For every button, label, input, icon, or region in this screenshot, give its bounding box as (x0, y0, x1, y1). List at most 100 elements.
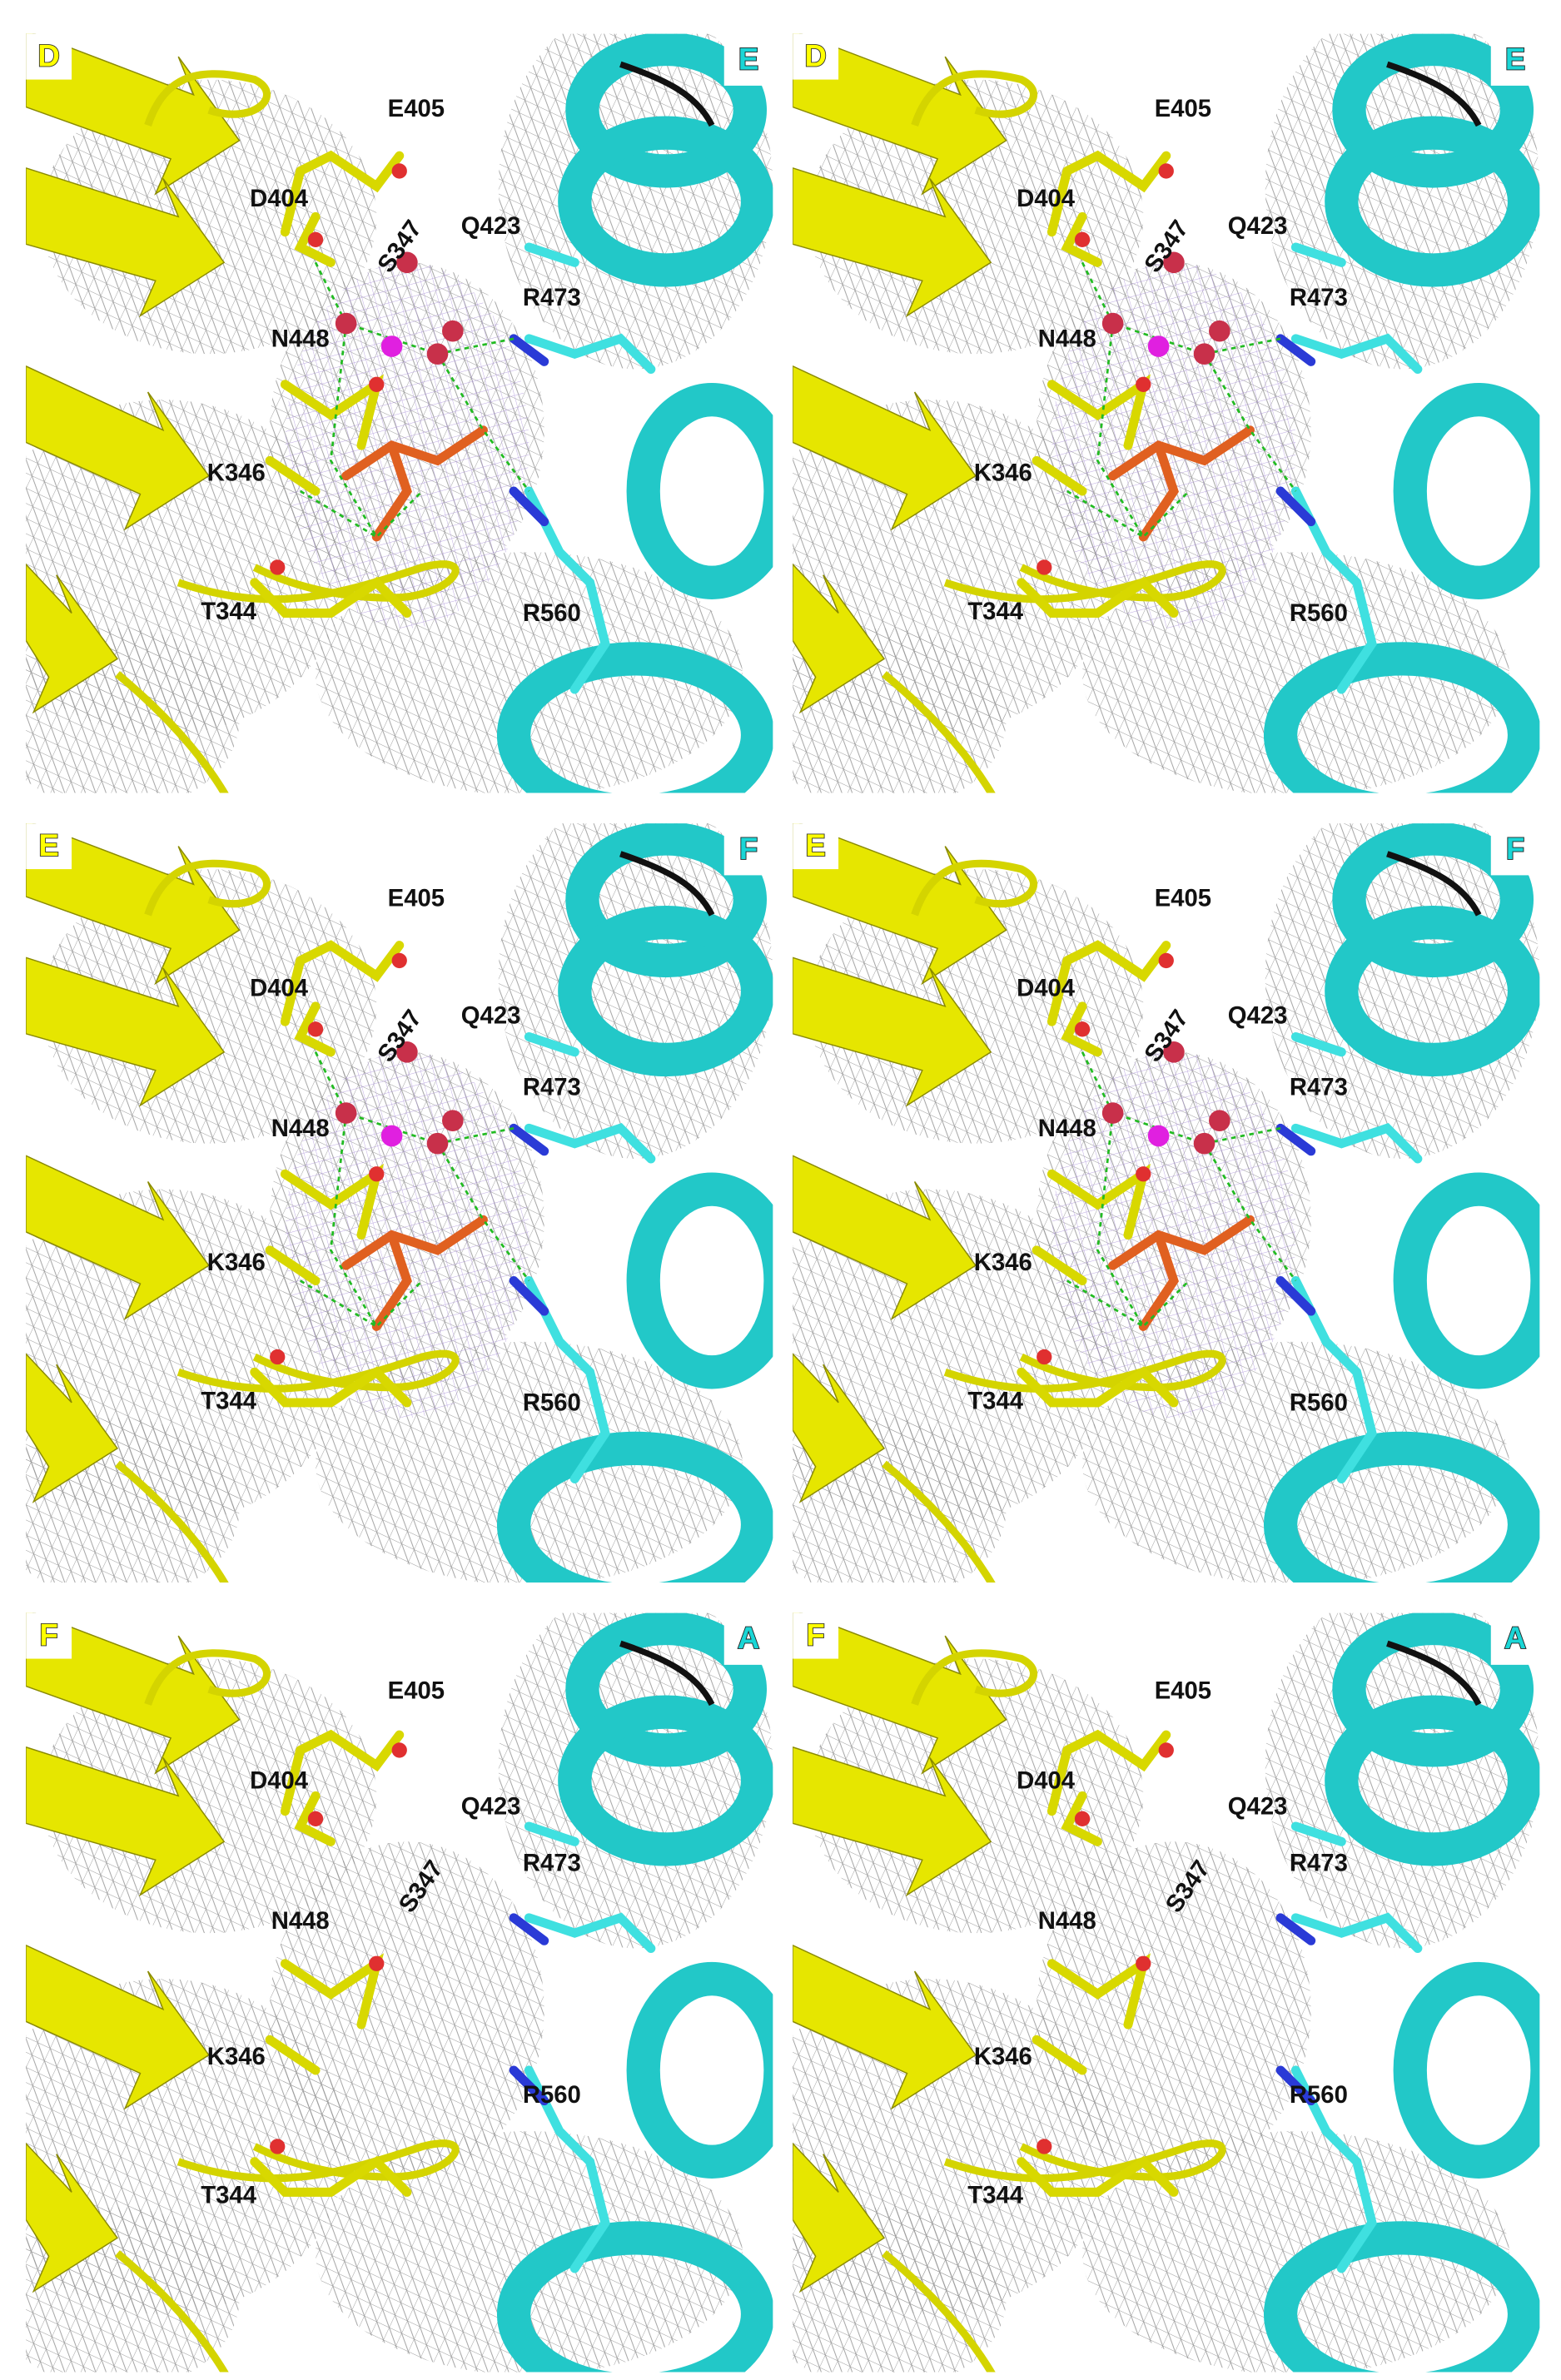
oxygen (369, 376, 385, 392)
helix (626, 1172, 773, 1389)
chain-label: E (738, 42, 758, 76)
side-chain (524, 242, 656, 694)
ligand (1108, 425, 1255, 542)
water (396, 1041, 418, 1063)
helix (1263, 642, 1540, 793)
chain-label-box (26, 33, 72, 80)
density-mesh (316, 2131, 743, 2373)
residue-label: N448 (1038, 1907, 1096, 1935)
residue-label: R560 (1290, 1389, 1348, 1416)
helix (626, 1961, 773, 2179)
residue-label: E405 (1155, 95, 1211, 122)
beta-strand (26, 167, 226, 318)
residue-label: N448 (271, 1907, 330, 1935)
water (442, 320, 464, 342)
helix (1263, 2221, 1540, 2373)
helix (558, 906, 773, 1077)
residue-label: T344 (201, 1388, 256, 1415)
helix (1332, 823, 1534, 978)
residue-label: E405 (1155, 1677, 1211, 1705)
coil (911, 1649, 1037, 1706)
residue-label: T344 (967, 1388, 1023, 1415)
density-mesh (270, 1841, 544, 2178)
beta-strand (793, 33, 1007, 196)
oxygen (307, 1811, 324, 1826)
coil (144, 859, 271, 917)
beta-strand (26, 823, 241, 986)
oxygen (1136, 376, 1151, 392)
helix (1393, 1961, 1540, 2179)
oxygen (1158, 1742, 1174, 1758)
residue-label: R473 (523, 1073, 581, 1101)
density-mesh (1037, 1841, 1311, 2178)
residue-label: R560 (1290, 2081, 1348, 2109)
water (335, 1102, 357, 1124)
chain-label-box (793, 33, 839, 80)
water (335, 312, 357, 335)
helix (565, 1612, 767, 1767)
side-chain (1017, 1729, 1179, 2197)
helix-edge (619, 61, 715, 127)
residue-label: R560 (523, 599, 581, 627)
chain-label-box (1490, 33, 1540, 86)
oxygen (307, 231, 324, 247)
beta-strand (793, 1612, 1007, 1775)
helix-edge (619, 1640, 715, 1707)
residue-label: Q423 (1228, 1001, 1288, 1029)
density-mesh (41, 79, 377, 355)
coil (911, 859, 1037, 917)
helix (558, 1695, 773, 1866)
chain-label: E (38, 828, 58, 862)
residue-label: K346 (207, 2043, 266, 2070)
residue-label: R473 (523, 1849, 581, 1876)
beta-strand (793, 1746, 992, 1897)
density-mesh (793, 628, 1007, 793)
side-chain-n (509, 1123, 549, 1316)
chain-label-box (26, 1612, 72, 1659)
chain-label: A (1504, 1621, 1526, 1655)
oxygen (1074, 1021, 1091, 1037)
ligand (341, 1215, 488, 1331)
residue-label: T344 (967, 2182, 1023, 2209)
beta-strand (26, 33, 241, 196)
ligand-density (285, 1051, 529, 1419)
beta-strand (793, 2142, 886, 2293)
residue-label: R473 (1290, 1073, 1348, 1101)
residue-label: E405 (388, 884, 445, 912)
residue-label: Q423 (461, 1793, 521, 1821)
residue-label: N448 (1038, 1115, 1096, 1142)
density-mesh (1082, 2131, 1509, 2373)
side-chain-n (509, 1913, 549, 2106)
coil (882, 2139, 1226, 2373)
residue-label: D404 (250, 1767, 309, 1795)
ligand-density (1051, 262, 1296, 629)
density-mesh (41, 1658, 377, 1934)
coil (882, 560, 1226, 793)
helix (1263, 1431, 1540, 1583)
side-chain-n (1275, 334, 1316, 527)
density-mesh (808, 1658, 1144, 1934)
residue-label: D404 (250, 185, 309, 212)
coil (911, 70, 1037, 127)
helix (1393, 382, 1540, 599)
helix (1332, 1612, 1534, 1767)
chain-label: E (805, 828, 825, 862)
beta-strand (793, 1155, 977, 1321)
beta-strand (26, 365, 210, 531)
residue-label: Q423 (1228, 1793, 1288, 1821)
beta-strand (26, 1353, 119, 1503)
metal-ion (380, 335, 403, 357)
chain-label: F (739, 832, 758, 866)
residue-label: N448 (271, 325, 330, 352)
residue-label: R473 (1290, 1849, 1348, 1876)
water (1101, 1102, 1124, 1124)
chain-label-box (26, 823, 72, 870)
beta-strand (26, 1944, 210, 2110)
chain-label: A (738, 1621, 759, 1655)
helix (1325, 906, 1540, 1077)
residue-label: R560 (523, 1389, 581, 1416)
